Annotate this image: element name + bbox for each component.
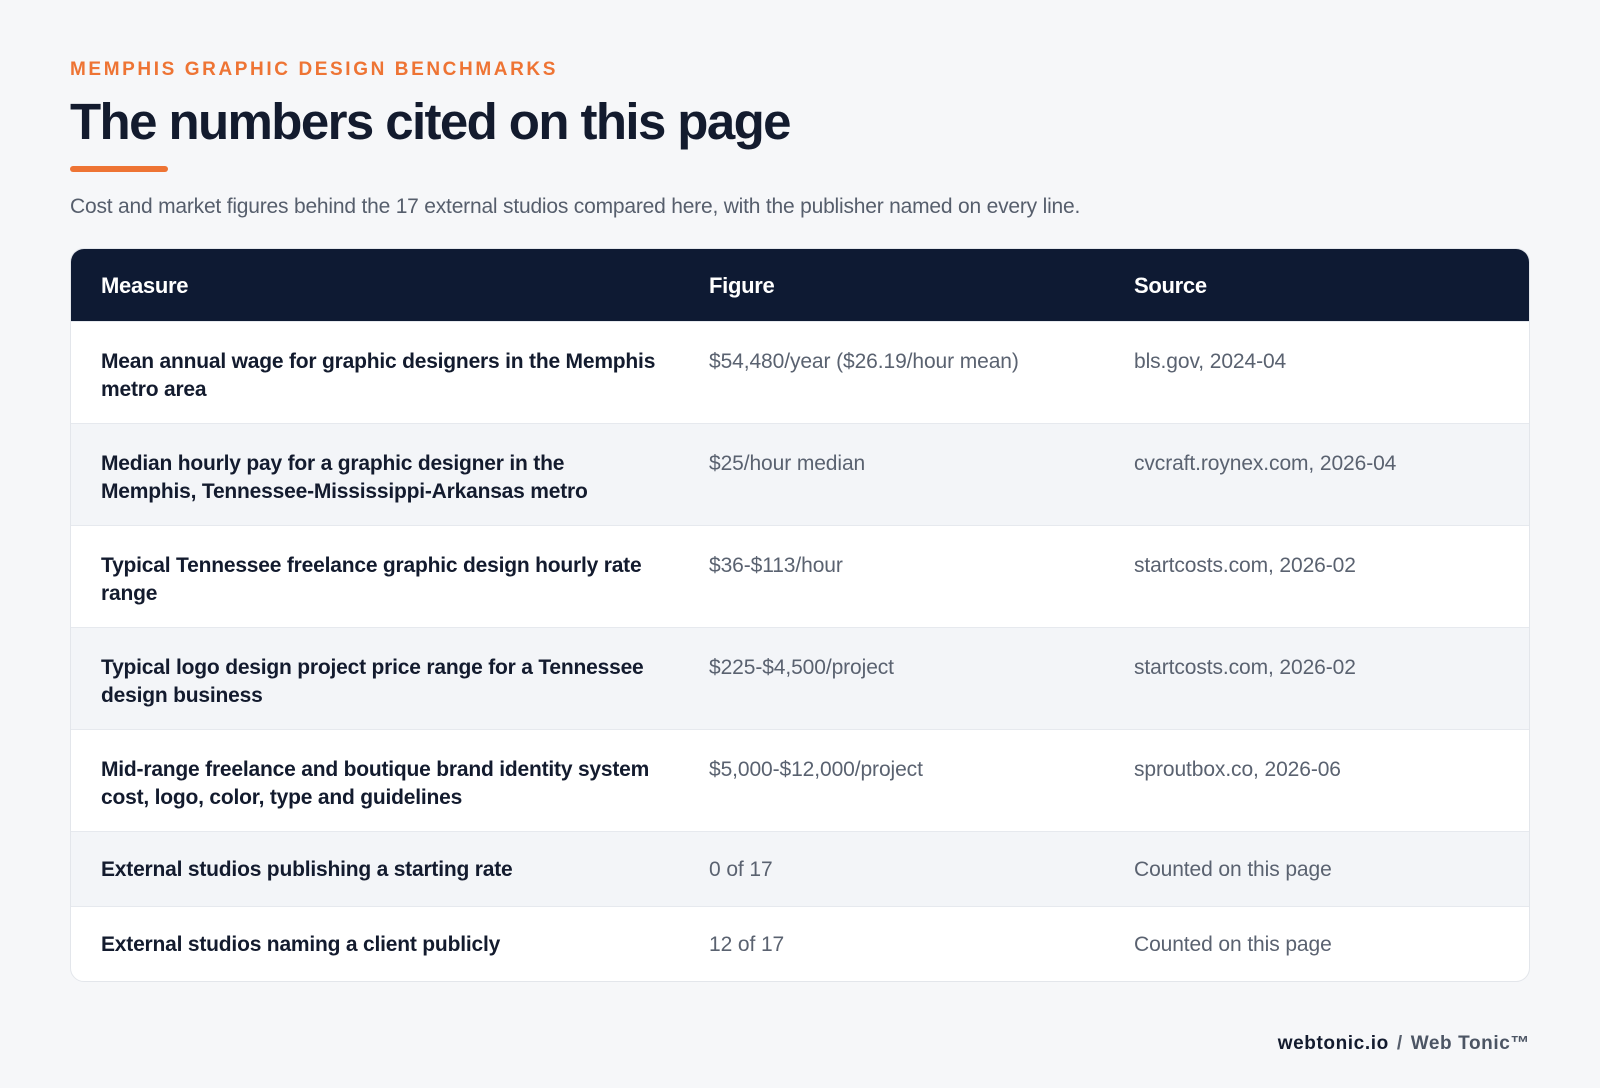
figure-cell: $25/hour median xyxy=(709,452,866,475)
column-header-figure: Figure xyxy=(709,273,775,298)
figure-cell: $5,000-$12,000/project xyxy=(709,758,923,781)
figure-cell: $36-$113/hour xyxy=(709,554,843,577)
eyebrow-label: MEMPHIS GRAPHIC DESIGN BENCHMARKS xyxy=(70,59,558,80)
table-row: Mean annual wage for graphic designers i… xyxy=(71,321,1529,423)
benchmarks-table: Measure Figure Source Mean annual wage f… xyxy=(70,248,1530,982)
table-row: Mid-range freelance and boutique brand i… xyxy=(71,729,1529,831)
table-row: External studios naming a client publicl… xyxy=(71,906,1529,981)
page-subtitle: Cost and market figures behind the 17 ex… xyxy=(70,195,1081,218)
measure-cell: External studios naming a client publicl… xyxy=(101,933,501,956)
measure-cell: Median hourly pay for a graphic designer… xyxy=(101,452,588,503)
measure-cell: Typical Tennessee freelance graphic desi… xyxy=(101,554,642,605)
source-cell: cvcraft.roynex.com, 2026-04 xyxy=(1134,452,1397,475)
table-row: Median hourly pay for a graphic designer… xyxy=(71,423,1529,525)
source-cell: bls.gov, 2024-04 xyxy=(1134,350,1287,373)
figure-cell: 12 of 17 xyxy=(709,933,785,956)
figure-cell: 0 of 17 xyxy=(709,858,773,881)
footer-brand: Web Tonic™ xyxy=(1410,1033,1530,1054)
source-cell: startcosts.com, 2026-02 xyxy=(1134,554,1356,577)
measure-cell: Mean annual wage for graphic designers i… xyxy=(101,350,656,401)
figure-cell: $54,480/year ($26.19/hour mean) xyxy=(709,350,1019,373)
source-cell: Counted on this page xyxy=(1134,858,1332,881)
table-header: Measure Figure Source xyxy=(71,249,1529,321)
measure-cell: External studios publishing a starting r… xyxy=(101,858,513,881)
column-header-source: Source xyxy=(1134,273,1207,298)
footer-separator: / xyxy=(1396,1033,1403,1054)
footer-domain: webtonic.io xyxy=(1277,1033,1389,1054)
column-header-measure: Measure xyxy=(101,273,189,298)
table-row: Typical Tennessee freelance graphic desi… xyxy=(71,525,1529,627)
measure-cell: Mid-range freelance and boutique brand i… xyxy=(101,758,650,809)
table-row: External studios publishing a starting r… xyxy=(71,831,1529,906)
page-title: The numbers cited on this page xyxy=(70,93,792,150)
source-cell: Counted on this page xyxy=(1134,933,1332,956)
title-underline xyxy=(70,166,168,172)
source-cell: startcosts.com, 2026-02 xyxy=(1134,656,1356,679)
footer-credit: webtonic.io / Web Tonic™ xyxy=(1278,1033,1530,1055)
measure-cell: Typical logo design project price range … xyxy=(101,656,644,707)
figure-cell: $225-$4,500/project xyxy=(709,656,894,679)
table-row: Typical logo design project price range … xyxy=(71,627,1529,729)
source-cell: sproutbox.co, 2026-06 xyxy=(1134,758,1341,781)
